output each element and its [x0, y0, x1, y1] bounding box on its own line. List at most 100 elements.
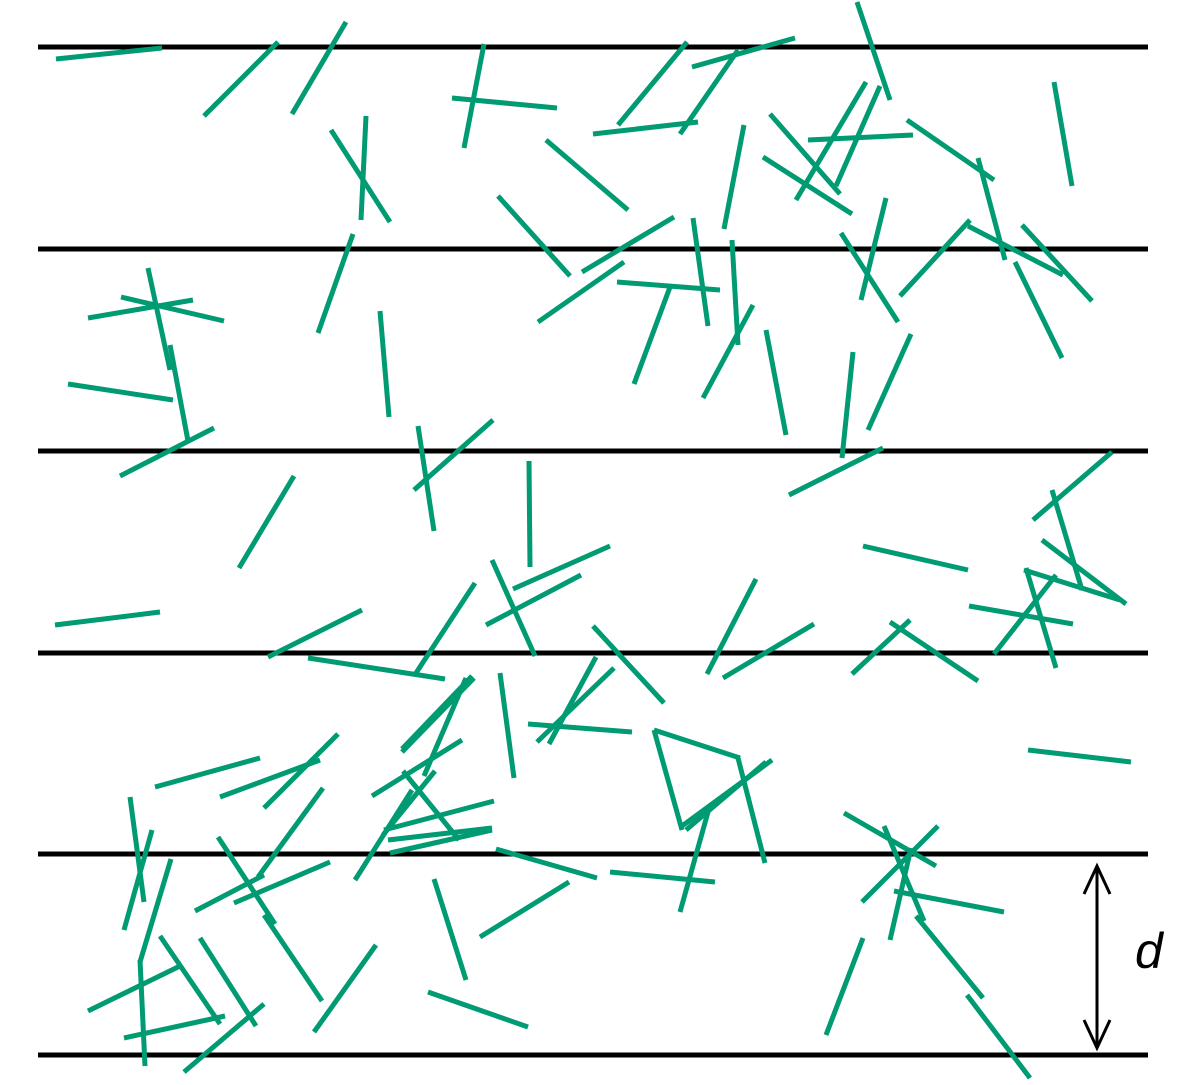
- needle-61: [721, 621, 816, 681]
- needle-64: [888, 619, 980, 684]
- needle-54: [484, 572, 583, 628]
- needle-113: [887, 847, 914, 941]
- needle-43: [145, 267, 173, 371]
- needle-89: [219, 757, 321, 800]
- needle-115: [823, 937, 866, 1036]
- needle-33: [838, 231, 901, 324]
- needle-69: [1023, 567, 1121, 603]
- needle-88: [154, 755, 261, 790]
- needle-99: [137, 858, 174, 963]
- needle-104: [431, 878, 469, 981]
- needle-21: [700, 303, 756, 400]
- needle-100: [215, 835, 278, 926]
- needle-79: [497, 672, 517, 779]
- needle-97: [127, 796, 147, 903]
- needle-124: [182, 1002, 266, 1074]
- needle-112: [893, 888, 1005, 915]
- needle-37: [1051, 81, 1075, 187]
- needle-108: [677, 811, 711, 913]
- needle-55: [489, 558, 538, 658]
- needle-84: [651, 729, 685, 831]
- needle-105: [478, 879, 571, 940]
- needle-35: [1020, 223, 1094, 303]
- needle-10: [854, 1, 893, 101]
- needle-44: [120, 294, 225, 324]
- needle-50: [412, 418, 495, 492]
- needle-47: [67, 381, 174, 403]
- needle-73: [1027, 747, 1132, 765]
- needle-117: [427, 989, 529, 1030]
- needle-46: [167, 344, 191, 442]
- needle-32: [898, 218, 972, 298]
- needle-82: [527, 721, 633, 735]
- needle-122: [123, 1013, 226, 1041]
- needle-95: [389, 827, 493, 856]
- needle-7: [677, 48, 741, 136]
- needle-57: [266, 607, 364, 660]
- needle-56: [413, 581, 478, 675]
- needle-24: [768, 112, 842, 196]
- needle-2: [202, 40, 280, 118]
- needle-116: [965, 993, 1032, 1080]
- spacing-label: d: [1135, 923, 1165, 979]
- needle-67: [1049, 489, 1085, 591]
- needle-62: [591, 624, 666, 705]
- needles: [54, 1, 1132, 1080]
- needle-51: [236, 474, 297, 570]
- needle-114: [914, 914, 985, 1000]
- needle-58: [307, 655, 446, 682]
- needle-78: [262, 732, 340, 810]
- needle-80: [535, 666, 616, 744]
- needle-22: [631, 286, 673, 385]
- needle-120: [197, 936, 259, 1028]
- needle-102: [233, 859, 331, 906]
- needle-65: [862, 543, 969, 573]
- needle-60: [704, 577, 759, 676]
- needle-52: [526, 460, 533, 568]
- spacing-arrow-head-top: [1082, 862, 1112, 895]
- needle-23: [763, 329, 789, 436]
- needle-4: [461, 43, 487, 149]
- needle-14: [496, 194, 572, 278]
- needle-53: [511, 543, 612, 592]
- needle-9: [592, 119, 699, 137]
- needle-1: [55, 45, 163, 62]
- needle-107: [609, 869, 716, 885]
- needle-101: [193, 872, 266, 914]
- needle-8: [691, 35, 796, 70]
- needle-38: [839, 351, 856, 459]
- needle-94: [387, 825, 493, 843]
- spacing-indicator: d: [1082, 862, 1165, 1052]
- needle-90: [255, 786, 326, 879]
- needle-123: [137, 959, 148, 1067]
- needle-68: [1040, 538, 1128, 606]
- needle-28: [807, 132, 914, 143]
- needle-40: [787, 445, 885, 498]
- needle-45: [87, 297, 194, 321]
- needle-48: [118, 425, 216, 479]
- needle-72: [992, 573, 1058, 656]
- needle-66: [1031, 450, 1114, 522]
- needle-31: [966, 223, 1065, 278]
- needle-92: [381, 769, 437, 837]
- needle-5: [451, 95, 558, 111]
- needle-59: [54, 609, 161, 628]
- needle-87: [684, 760, 768, 832]
- needle-71: [968, 603, 1074, 627]
- needle-41: [315, 233, 356, 334]
- needle-12: [358, 115, 369, 221]
- needle-106: [495, 846, 598, 881]
- needle-118: [311, 943, 379, 1034]
- needle-96: [401, 769, 461, 842]
- needle-34: [858, 197, 889, 301]
- parallel-lines: [38, 44, 1148, 1058]
- needle-98: [121, 829, 155, 931]
- needle-39: [865, 332, 914, 432]
- needle-18: [690, 217, 711, 327]
- needle-36: [1012, 260, 1065, 360]
- needle-119: [157, 934, 223, 1026]
- needle-6: [616, 40, 689, 127]
- needle-15: [580, 214, 676, 275]
- spacing-arrow-head-bottom: [1082, 1019, 1112, 1052]
